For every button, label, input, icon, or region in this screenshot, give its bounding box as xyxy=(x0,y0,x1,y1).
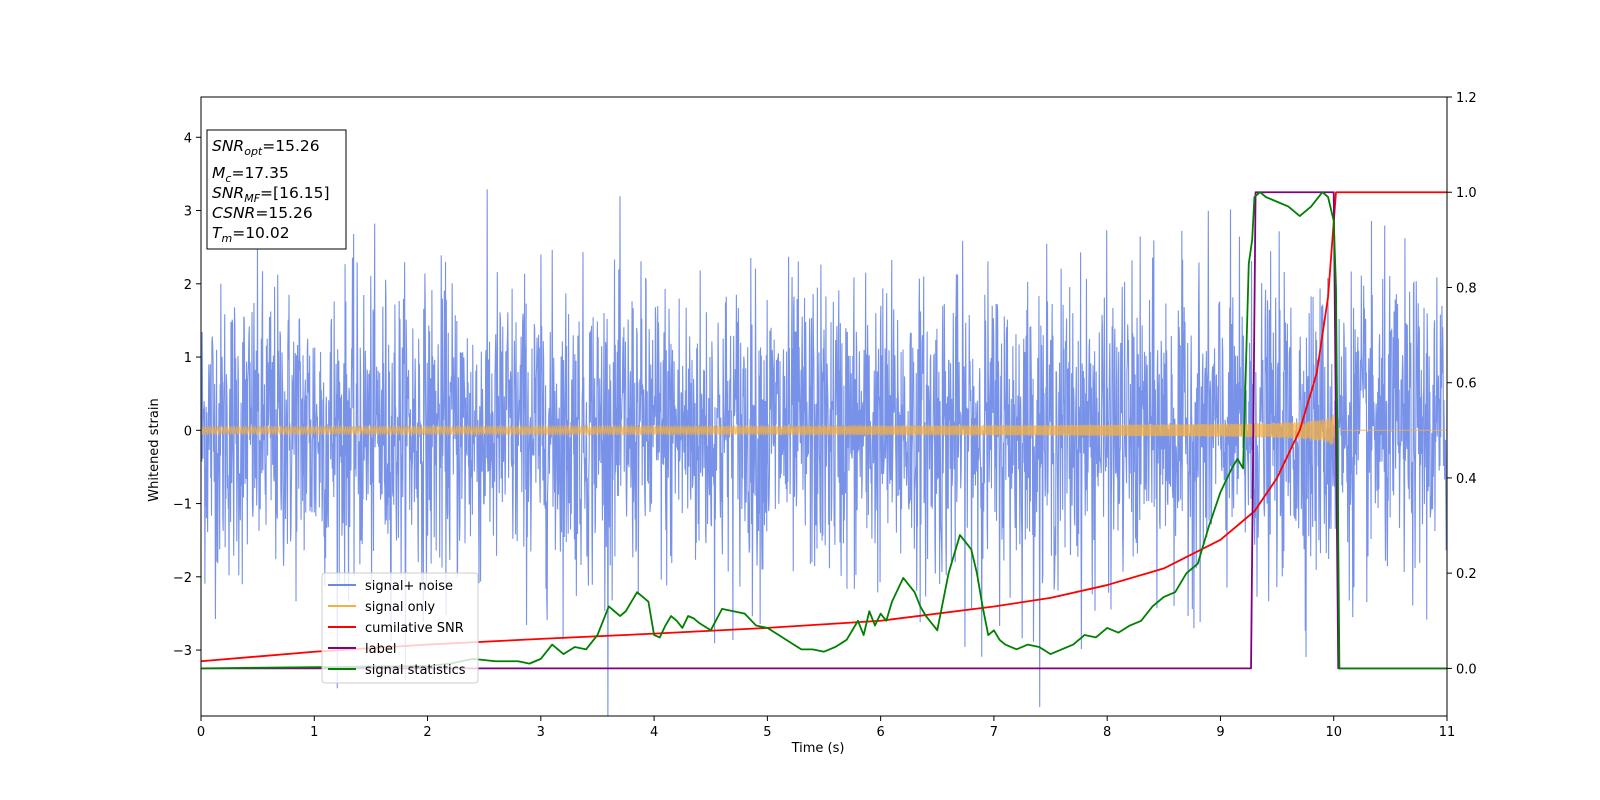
series-signal-only-line xyxy=(201,414,1447,447)
axes-frame xyxy=(200,96,1448,717)
info-csnr: CSNR=15.26 xyxy=(212,204,313,222)
x-tick-label: 0 xyxy=(197,725,205,740)
y-right-tick-label: 0.6 xyxy=(1456,377,1477,392)
series-cumulative-snr-line xyxy=(201,191,1447,663)
legend-label-signal-noise: signal+ noise xyxy=(365,579,453,594)
x-tick-label: 2 xyxy=(423,725,431,740)
y-right-tick-label: 0.8 xyxy=(1456,281,1477,296)
x-axis-label: Time (s) xyxy=(791,741,845,756)
plot-layer xyxy=(201,189,1447,716)
x-tick-label: 6 xyxy=(876,725,884,740)
x-tick-label: 8 xyxy=(1103,725,1111,740)
info-snr-mf: SNRMF=[16.15] xyxy=(212,184,330,205)
y-right-tick-label: 0.2 xyxy=(1456,567,1477,582)
legend-label-cumulative-snr: cumilative SNR xyxy=(365,621,464,636)
y-left-tick-label: −3 xyxy=(173,644,192,659)
x-tick-label: 1 xyxy=(310,725,318,740)
x-tick-label: 7 xyxy=(990,725,998,740)
x-tick-label: 11 xyxy=(1439,725,1456,740)
y-right-tick-label: 0.0 xyxy=(1456,662,1477,677)
x-tick-label: 5 xyxy=(763,725,771,740)
y-right-tick-label: 0.4 xyxy=(1456,472,1477,487)
y-left-tick-label: 1 xyxy=(184,351,192,366)
axes-layer: 0 1 2 3 4 5 6 7 8 9 10 11 −3 −2 −1 0 1 2 3 4 0.0 0.2 0.4 0.6 0.8… xyxy=(173,91,1477,740)
y-left-tick-label: −2 xyxy=(173,571,192,586)
y-right-tick-label: 1.0 xyxy=(1456,186,1477,201)
info-mc: Mc=17.35 xyxy=(212,164,289,185)
info-tm: Tm=10.02 xyxy=(212,224,290,245)
plot-series-group xyxy=(201,189,1447,716)
y-left-tick-label: 3 xyxy=(184,205,192,220)
y-left-tick-label: 2 xyxy=(184,278,192,293)
legend-label-label: label xyxy=(365,642,396,657)
y-right-tick-label: 1.2 xyxy=(1456,91,1477,106)
y-left-tick-label: −1 xyxy=(173,498,192,513)
series-signal-noise-line xyxy=(201,189,1447,716)
y-axis-label: Whitened strain xyxy=(147,398,162,501)
info-box: SNRopt=15.26 Mc=17.35 SNRMF=[16.15] CSNR… xyxy=(206,129,347,250)
legend: signal+ noise signal only cumilative SNR… xyxy=(321,572,479,684)
x-tick-label: 10 xyxy=(1325,725,1342,740)
x-tick-label: 9 xyxy=(1216,725,1224,740)
info-box-frame xyxy=(206,129,347,250)
y-left-tick-label: 4 xyxy=(184,131,192,146)
x-tick-label: 3 xyxy=(537,725,545,740)
y-left-tick-label: 0 xyxy=(184,424,192,439)
legend-frame xyxy=(321,572,479,684)
legend-label-signal-only: signal only xyxy=(365,600,435,615)
x-tick-label: 4 xyxy=(650,725,658,740)
info-snr-opt: SNRopt=15.26 xyxy=(212,137,320,158)
legend-label-signal-statistics: signal statistics xyxy=(365,663,466,678)
series-signal-statistics-line xyxy=(201,191,1447,670)
